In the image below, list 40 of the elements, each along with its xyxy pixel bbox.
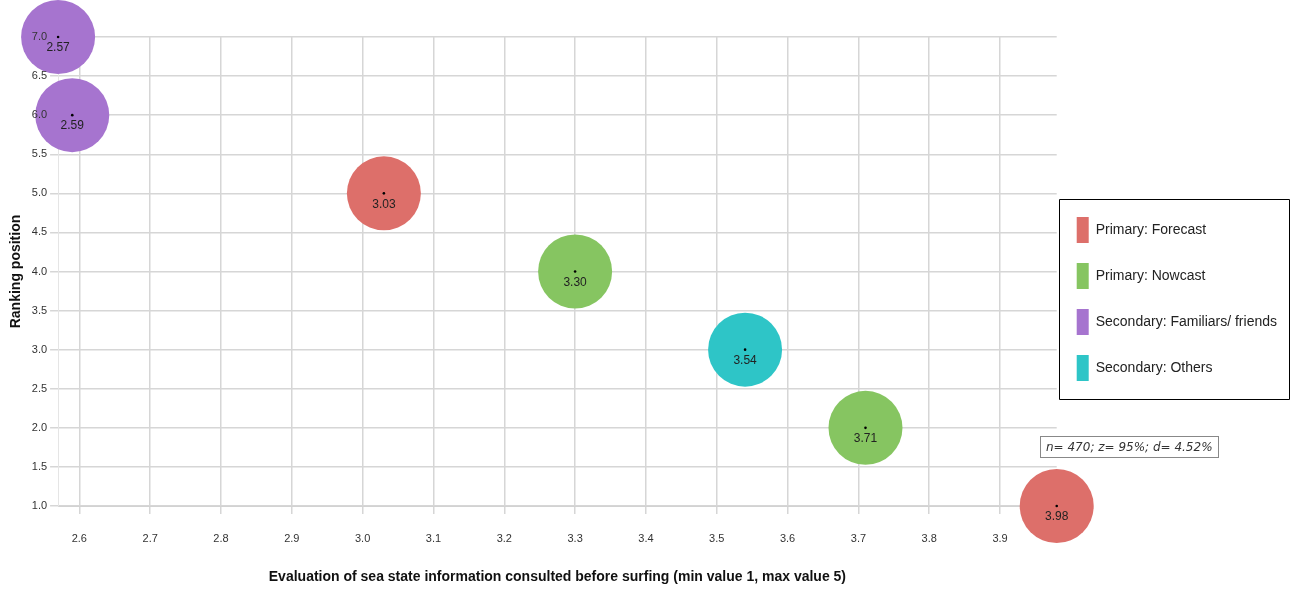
x-tick-label: 3.4 — [638, 531, 654, 544]
y-tick-label: 6.5 — [31, 69, 48, 82]
y-axis-title: Ranking position — [7, 214, 24, 329]
legend-label: Primary: Nowcast — [1095, 266, 1206, 283]
x-tick-label: 3.2 — [496, 531, 512, 544]
x-tick-label: 3.7 — [850, 531, 867, 544]
annotation: 3.30 — [563, 274, 588, 289]
y-tick-label: 4.5 — [31, 225, 48, 238]
x-tick-label: 3.0 — [354, 531, 371, 544]
legend-label: Secondary: Others — [1095, 358, 1213, 375]
annotation: 3.03 — [372, 196, 396, 211]
x-tick-label: 2.9 — [284, 531, 300, 544]
x-tick-label: 3.3 — [567, 531, 583, 544]
legend-label: Secondary: Familiars/ friends — [1095, 312, 1278, 329]
y-tick-label: 3.5 — [31, 303, 48, 316]
annotation: 2.59 — [60, 118, 85, 133]
annotation: 2.57 — [46, 40, 71, 55]
annotation: n= 470; z= 95%; d= 4.52% — [1040, 436, 1219, 458]
y-tick-label: 7.0 — [31, 30, 48, 43]
annotation: 3.71 — [853, 431, 878, 446]
y-tick-label: 5.5 — [31, 147, 48, 160]
y-tick-label: 2.5 — [31, 381, 48, 394]
x-tick-label: 3.1 — [425, 531, 442, 544]
x-tick-label: 3.6 — [779, 531, 796, 544]
x-tick-label: 2.6 — [71, 531, 87, 544]
x-axis-title: Evaluation of sea state information consulted before surfing (min value 1, max value 5) — [268, 568, 847, 585]
y-tick-label: 1.5 — [31, 459, 48, 472]
x-tick-label: 2.8 — [213, 531, 229, 544]
x-tick-label: 3.9 — [992, 531, 1008, 544]
y-tick-label: 5.0 — [31, 186, 48, 199]
y-tick-label: 2.0 — [31, 420, 48, 433]
x-tick-label: 3.5 — [709, 531, 725, 544]
legend-label: Primary: Forecast — [1095, 220, 1207, 237]
y-tick-label: 3.0 — [31, 342, 48, 355]
x-tick-label: 2.7 — [142, 531, 158, 544]
y-tick-label: 1.0 — [31, 499, 48, 512]
y-tick-label: 4.0 — [31, 264, 48, 277]
annotation: 3.98 — [1045, 509, 1069, 524]
annotation: 3.54 — [733, 352, 758, 367]
x-tick-label: 3.8 — [921, 531, 937, 544]
